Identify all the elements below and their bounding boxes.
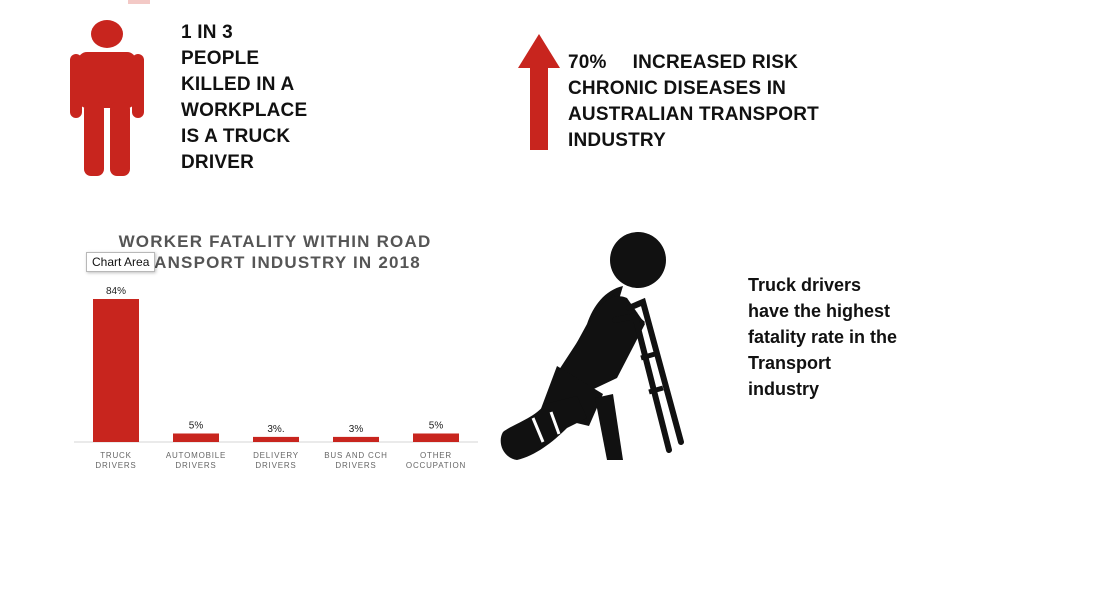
person-icon bbox=[70, 20, 144, 176]
bar bbox=[173, 433, 219, 442]
chart-area-tooltip: Chart Area bbox=[86, 252, 156, 272]
chart-title: WORKER FATALITY WITHIN ROAD bbox=[119, 232, 432, 251]
stat-line: INCREASED RISK bbox=[632, 52, 799, 73]
stat-line: WORKPLACE bbox=[181, 100, 308, 121]
side-caption: Truck drivers have the highest fatality … bbox=[748, 272, 897, 402]
category-label: DRIVERS bbox=[335, 461, 376, 470]
data-label: 3%. bbox=[267, 424, 284, 435]
category-label: OTHER bbox=[420, 451, 452, 460]
caption-line: Truck drivers bbox=[748, 275, 862, 295]
category-label: DRIVERS bbox=[95, 461, 136, 470]
caption-line: fatality rate in the bbox=[748, 327, 898, 347]
stat-line: AUSTRALIAN TRANSPORT bbox=[568, 104, 819, 125]
stat-line: DRIVER bbox=[181, 152, 254, 173]
up-arrow-icon bbox=[518, 34, 560, 150]
bar bbox=[253, 436, 299, 442]
category-label: OCCUPATION bbox=[406, 461, 466, 470]
category-label: BUS AND CCH bbox=[324, 451, 387, 460]
stat-line: 1 IN 3 bbox=[181, 22, 233, 43]
stat-line: CHRONIC DISEASES IN bbox=[568, 78, 787, 99]
bar bbox=[333, 436, 379, 442]
caption-line: Transport bbox=[748, 353, 832, 373]
data-label: 5% bbox=[429, 420, 444, 431]
stat-line: IS A TRUCK bbox=[181, 126, 291, 147]
category-label: DRIVERS bbox=[175, 461, 216, 470]
category-label: DRIVERS bbox=[255, 461, 296, 470]
bar bbox=[93, 299, 139, 442]
stat-line: INDUSTRY bbox=[568, 130, 667, 151]
stat-chronic-disease-risk: 70% INCREASED RISK CHRONIC DISEASES IN AU… bbox=[568, 50, 819, 154]
category-label: AUTOMOBILE bbox=[166, 451, 226, 460]
data-label: 5% bbox=[189, 420, 204, 431]
category-label: TRUCK bbox=[100, 451, 132, 460]
stat-line: PEOPLE bbox=[181, 48, 260, 69]
bar bbox=[413, 433, 459, 442]
injured-worker-on-crutches-icon bbox=[500, 232, 684, 460]
data-label: 84% bbox=[106, 286, 126, 297]
stat-percent: 70% bbox=[568, 52, 607, 73]
stat-line: KILLED IN A bbox=[181, 74, 295, 95]
chart-title: TRANSPORT INDUSTRY IN 2018 bbox=[129, 253, 421, 272]
data-label: 3% bbox=[349, 424, 364, 435]
category-label: DELIVERY bbox=[253, 451, 299, 460]
top-edge-decoration bbox=[128, 0, 150, 4]
stat-truck-driver-deaths: 1 IN 3 PEOPLE KILLED IN A WORKPLACE IS A… bbox=[181, 20, 307, 176]
fatality-bar-chart[interactable]: WORKER FATALITY WITHIN ROAD TRANSPORT IND… bbox=[60, 222, 500, 482]
caption-line: industry bbox=[748, 379, 820, 399]
caption-line: have the highest bbox=[748, 301, 891, 321]
